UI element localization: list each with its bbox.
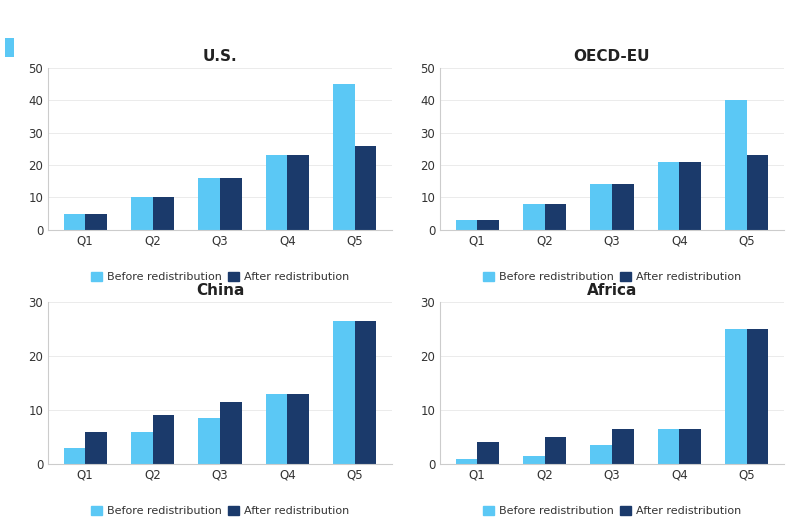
Bar	[658, 162, 679, 230]
Bar	[153, 415, 174, 464]
Bar	[746, 329, 768, 464]
Bar	[198, 418, 220, 464]
Bar	[334, 321, 354, 464]
Title: U.S.: U.S.	[202, 49, 238, 64]
Bar	[287, 156, 309, 230]
Bar	[64, 448, 86, 464]
Bar	[354, 145, 376, 230]
Title: Africa: Africa	[587, 283, 637, 298]
Bar	[590, 184, 612, 230]
Bar	[679, 429, 701, 464]
Bar	[5, 38, 14, 57]
Legend: Before redistribution, After redistribution: Before redistribution, After redistribut…	[478, 268, 746, 287]
Bar	[131, 198, 153, 230]
Bar	[590, 445, 612, 464]
Bar	[545, 204, 566, 230]
Bar	[679, 162, 701, 230]
Bar	[354, 321, 376, 464]
Bar	[746, 156, 768, 230]
Bar	[612, 184, 634, 230]
Title: OECD-EU: OECD-EU	[574, 49, 650, 64]
Bar	[612, 429, 634, 464]
Bar	[64, 213, 86, 230]
Legend: Before redistribution, After redistribution: Before redistribution, After redistribut…	[86, 502, 354, 521]
Bar	[153, 198, 174, 230]
Legend: Before redistribution, After redistribution: Before redistribution, After redistribut…	[478, 502, 746, 521]
Bar	[523, 456, 545, 464]
Bar	[131, 432, 153, 464]
Bar	[726, 100, 746, 230]
Bar	[287, 394, 309, 464]
Bar	[266, 394, 287, 464]
Bar	[266, 156, 287, 230]
Bar	[478, 442, 498, 464]
Title: China: China	[196, 283, 244, 298]
Bar	[478, 220, 498, 230]
Bar	[726, 329, 746, 464]
Bar	[220, 178, 242, 230]
Bar	[86, 432, 106, 464]
Bar	[523, 204, 545, 230]
Bar	[198, 178, 220, 230]
Bar	[86, 213, 106, 230]
Legend: Before redistribution, After redistribution: Before redistribution, After redistribut…	[86, 268, 354, 287]
Bar	[456, 220, 478, 230]
Bar	[658, 429, 679, 464]
Bar	[456, 459, 478, 464]
Bar	[334, 84, 354, 230]
Bar	[220, 402, 242, 464]
Bar	[545, 437, 566, 464]
